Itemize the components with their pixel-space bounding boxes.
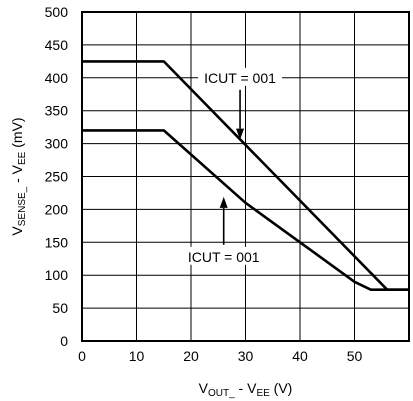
annotation-arrow-head <box>236 128 245 140</box>
y-tick-label: 50 <box>52 300 68 316</box>
y-tick-label: 100 <box>45 267 69 283</box>
series-lines <box>82 60 409 291</box>
x-axis-label: VOUT_ - VEE (V) <box>199 380 293 399</box>
y-tick-label: 250 <box>45 169 69 185</box>
y-tick-label: 200 <box>45 201 69 217</box>
x-tick-label: 50 <box>347 348 363 364</box>
y-tick-label: 300 <box>45 136 69 152</box>
annotation-label: ICUT = 001 <box>204 70 276 86</box>
annotation-bg <box>198 67 283 86</box>
x-tick-label: 30 <box>238 348 254 364</box>
x-tick-label: 20 <box>183 348 199 364</box>
annotation-label: ICUT = 001 <box>188 249 260 265</box>
annotation-1: ICUT = 001 <box>198 67 283 140</box>
y-tick-label: 500 <box>45 4 69 20</box>
tick-labels: 0 50 100 150 200 250 300 350 400 450 500 0 10 20 30 40 5… <box>45 4 363 364</box>
y-tick-label: 350 <box>45 103 69 119</box>
y-axis-label: VSENSE_ - VEE (mV) <box>9 117 28 235</box>
y-tick-label: 150 <box>45 234 69 250</box>
y-tick-label: 0 <box>60 333 68 349</box>
annotation-bg <box>181 246 266 265</box>
x-tick-label: 0 <box>78 348 86 364</box>
annotation-arrow-head <box>219 196 228 208</box>
plot-frame <box>81 11 410 342</box>
series-line-2 <box>82 129 409 291</box>
y-tick-label: 400 <box>45 70 69 86</box>
x-tick-label: 40 <box>292 348 308 364</box>
y-tick-label: 450 <box>45 37 69 53</box>
annotations: ICUT = 001 ICUT = 001 <box>181 67 283 265</box>
x-tick-label: 10 <box>129 348 145 364</box>
annotation-2: ICUT = 001 <box>181 196 266 265</box>
